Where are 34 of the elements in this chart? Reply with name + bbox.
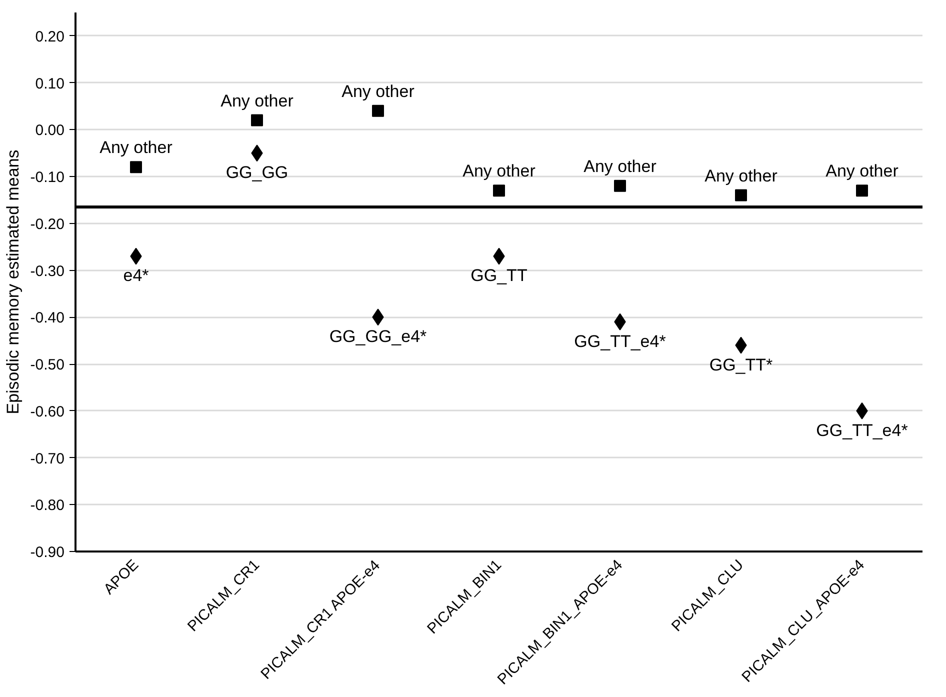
point <box>251 114 263 126</box>
data-label: GG_TT <box>470 266 528 286</box>
point <box>493 184 505 197</box>
point <box>372 104 384 117</box>
y-tick-label: 0.10 <box>35 75 65 92</box>
y-tick-label: -0.30 <box>30 262 65 280</box>
y-tick-label: -0.10 <box>30 169 65 186</box>
y-tick-label: -0.20 <box>30 216 65 233</box>
point <box>856 184 868 197</box>
data-label: GG_GG <box>226 163 288 182</box>
y-tick-label: 0.00 <box>35 122 65 140</box>
y-tick-label: -0.90 <box>30 544 65 561</box>
y-tick-label: -0.50 <box>30 356 65 374</box>
data-label: Any other <box>100 138 173 158</box>
data-label: Any other <box>704 166 778 186</box>
data-label: Any other <box>462 162 536 181</box>
y-tick-label: -0.60 <box>30 403 65 420</box>
data-label: Any other <box>220 91 294 110</box>
y-tick-label: -0.70 <box>30 450 65 468</box>
data-label: GG_TT_e4* <box>574 332 666 351</box>
point <box>614 180 626 192</box>
point <box>735 189 747 202</box>
data-label: Any other <box>584 156 657 176</box>
y-axis-title: Episodic memory estimated means <box>3 150 22 414</box>
data-label: GG_TT_e4* <box>816 420 908 440</box>
data-label: GG_GG_e4* <box>329 327 428 346</box>
data-label: e4* <box>123 266 150 286</box>
point <box>130 161 142 174</box>
y-tick-label: 0.20 <box>35 28 65 46</box>
data-label: GG_TT* <box>709 355 774 374</box>
data-label: Any other <box>342 82 415 101</box>
y-tick-label: -0.40 <box>30 310 65 327</box>
data-label: Any other <box>826 162 899 181</box>
y-tick-label: -0.80 <box>30 497 65 514</box>
